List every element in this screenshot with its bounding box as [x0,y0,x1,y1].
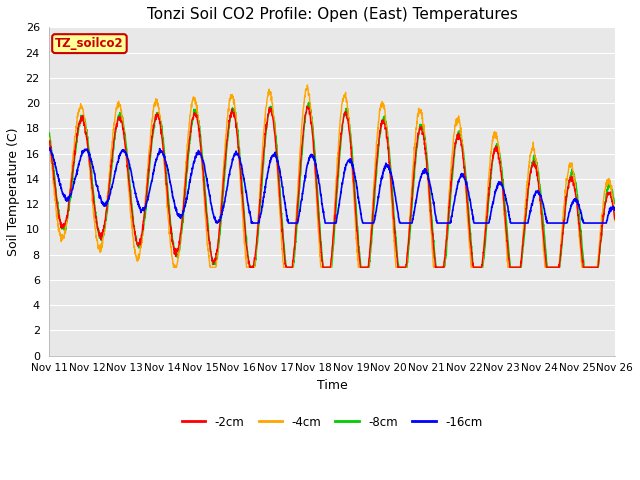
Text: TZ_soilco2: TZ_soilco2 [55,37,124,50]
Y-axis label: Soil Temperature (C): Soil Temperature (C) [7,127,20,256]
Legend: -2cm, -4cm, -8cm, -16cm: -2cm, -4cm, -8cm, -16cm [177,411,487,433]
Title: Tonzi Soil CO2 Profile: Open (East) Temperatures: Tonzi Soil CO2 Profile: Open (East) Temp… [147,7,518,22]
X-axis label: Time: Time [317,379,348,392]
